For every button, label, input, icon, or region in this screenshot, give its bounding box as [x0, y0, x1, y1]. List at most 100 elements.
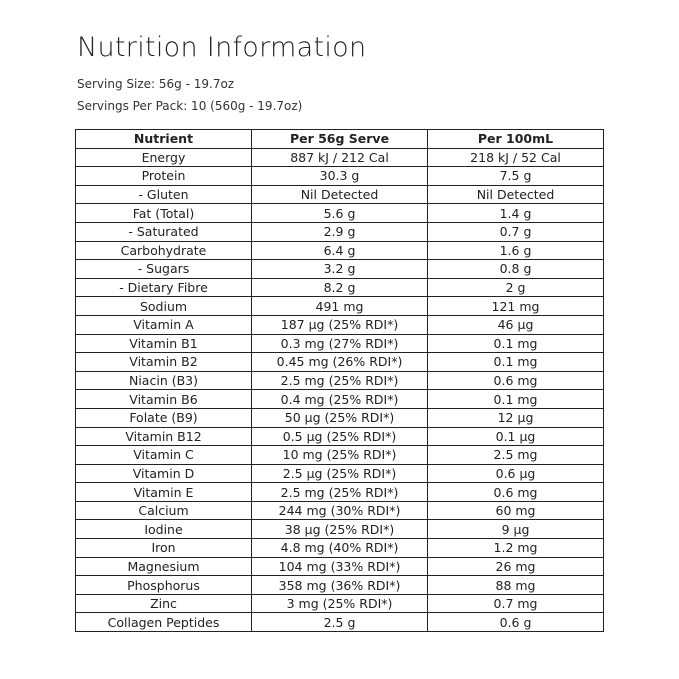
table-cell: 1.4 g — [427, 203, 604, 223]
table-row: - Saturated 2.9 g 0.7 g — [75, 221, 604, 242]
table-cell: Fat (Total) — [75, 203, 252, 223]
table-cell: 5.6 g — [251, 203, 428, 223]
table-cell: - Sugars — [75, 259, 252, 279]
table-cell: 3.2 g — [251, 259, 428, 279]
table-cell: 3 mg (25% RDI*) — [251, 593, 428, 614]
table-cell: 30.3 g — [251, 166, 428, 186]
table-cell: - Dietary Fibre — [75, 277, 252, 298]
table-cell: Iodine — [75, 519, 252, 540]
table-cell: 2.9 g — [251, 221, 428, 242]
table-cell: 0.5 µg (25% RDI*) — [251, 426, 428, 447]
table-cell: 4.8 mg (40% RDI*) — [251, 538, 428, 558]
table-cell: Protein — [75, 166, 252, 186]
table-cell: 1.2 mg — [427, 538, 604, 558]
table-cell: 1.6 g — [427, 240, 604, 261]
table-cell: Vitamin C — [75, 445, 252, 465]
table-cell: Vitamin A — [75, 314, 252, 335]
table-cell: Energy — [75, 147, 252, 168]
table-cell: Vitamin B2 — [75, 352, 252, 372]
table-row: Carbohydrate 6.4 g 1.6 g — [75, 240, 604, 261]
table-row: Iron 4.8 mg (40% RDI*) 1.2 mg — [75, 538, 604, 558]
table-cell: Nil Detected — [427, 184, 604, 205]
table-row: Niacin (B3) 2.5 mg (25% RDI*) 0.6 mg — [75, 370, 604, 391]
table-row: Collagen Peptides 2.5 g 0.6 g — [75, 612, 604, 633]
table-cell: - Gluten — [75, 184, 252, 205]
table-cell: 358 mg (36% RDI*) — [251, 575, 428, 595]
table-row: Vitamin E 2.5 mg (25% RDI*) 0.6 mg — [75, 482, 604, 502]
table-cell: 0.1 µg — [427, 426, 604, 447]
table-cell: 26 mg — [427, 556, 604, 577]
table-cell: 0.4 mg (25% RDI*) — [251, 389, 428, 409]
nutrition-table: Nutrient Per 56g Serve Per 100mL Energy 887 … — [75, 129, 604, 633]
column-header: Per 56g Serve — [251, 129, 428, 149]
table-cell: Vitamin D — [75, 463, 252, 484]
table-cell: 38 µg (25% RDI*) — [251, 519, 428, 540]
table-row: Sodium 491 mg 121 mg — [75, 296, 604, 316]
table-cell: 2.5 µg (25% RDI*) — [251, 463, 428, 484]
table-row: Vitamin A 187 µg (25% RDI*) 46 µg — [75, 314, 604, 335]
table-row: Vitamin C 10 mg (25% RDI*) 2.5 mg — [75, 445, 604, 465]
table-cell: Calcium — [75, 500, 252, 521]
table-cell: 0.1 mg — [427, 389, 604, 409]
table-cell: Vitamin B1 — [75, 333, 252, 354]
table-cell: 218 kJ / 52 Cal — [427, 147, 604, 168]
table-row: Zinc 3 mg (25% RDI*) 0.7 mg — [75, 593, 604, 614]
table-cell: 0.3 mg (27% RDI*) — [251, 333, 428, 354]
title: Nutrition Information — [77, 32, 367, 63]
table-cell: 0.8 g — [427, 259, 604, 279]
table-cell: 0.1 mg — [427, 333, 604, 354]
table-row: Vitamin B12 0.5 µg (25% RDI*) 0.1 µg — [75, 426, 604, 447]
table-row: Iodine 38 µg (25% RDI*) 9 µg — [75, 519, 604, 540]
table-row: Vitamin B1 0.3 mg (27% RDI*) 0.1 mg — [75, 333, 604, 354]
table-cell: 2.5 mg — [427, 445, 604, 465]
table-row: Vitamin B2 0.45 mg (26% RDI*) 0.1 mg — [75, 352, 604, 372]
table-cell: 0.6 mg — [427, 370, 604, 391]
table-cell: Folate (B9) — [75, 407, 252, 428]
table-cell: Iron — [75, 538, 252, 558]
table-cell: 8.2 g — [251, 277, 428, 298]
table-row: Energy 887 kJ / 212 Cal 218 kJ / 52 Cal — [75, 147, 604, 168]
table-row: - Gluten Nil Detected Nil Detected — [75, 184, 604, 205]
table-row: Phosphorus 358 mg (36% RDI*) 88 mg — [75, 575, 604, 595]
servings-per-pack: Servings Per Pack: 10 (560g - 19.7oz) — [77, 99, 303, 113]
table-row: - Sugars 3.2 g 0.8 g — [75, 259, 604, 279]
table-cell: 187 µg (25% RDI*) — [251, 314, 428, 335]
column-header: Nutrient — [75, 129, 252, 149]
table-cell: 104 mg (33% RDI*) — [251, 556, 428, 577]
table-cell: Phosphorus — [75, 575, 252, 595]
table-cell: 0.7 g — [427, 221, 604, 242]
table-cell: Sodium — [75, 296, 252, 316]
table-cell: 50 µg (25% RDI*) — [251, 407, 428, 428]
header-row: Nutrient Per 56g Serve Per 100mL — [75, 129, 604, 149]
table-cell: 7.5 g — [427, 166, 604, 186]
table-cell: 60 mg — [427, 500, 604, 521]
table-cell: 244 mg (30% RDI*) — [251, 500, 428, 521]
table-cell: 121 mg — [427, 296, 604, 316]
table-row: Vitamin D 2.5 µg (25% RDI*) 0.6 µg — [75, 463, 604, 484]
table-cell: Vitamin B12 — [75, 426, 252, 447]
table-cell: 2.5 g — [251, 612, 428, 633]
table-cell: Carbohydrate — [75, 240, 252, 261]
table-cell: 88 mg — [427, 575, 604, 595]
table-row: Vitamin B6 0.4 mg (25% RDI*) 0.1 mg — [75, 389, 604, 409]
table-cell: 2 g — [427, 277, 604, 298]
table-cell: 0.6 µg — [427, 463, 604, 484]
table-cell: 46 µg — [427, 314, 604, 335]
table-cell: 12 µg — [427, 407, 604, 428]
table-cell: 2.5 mg (25% RDI*) — [251, 482, 428, 502]
table-cell: - Saturated — [75, 221, 252, 242]
column-header: Per 100mL — [427, 129, 604, 149]
table-row: Magnesium 104 mg (33% RDI*) 26 mg — [75, 556, 604, 577]
table-cell: Zinc — [75, 593, 252, 614]
table-cell: 0.1 mg — [427, 352, 604, 372]
table-cell: Collagen Peptides — [75, 612, 252, 633]
table-cell: 491 mg — [251, 296, 428, 316]
table-cell: 2.5 mg (25% RDI*) — [251, 370, 428, 391]
table-cell: 9 µg — [427, 519, 604, 540]
table-cell: 10 mg (25% RDI*) — [251, 445, 428, 465]
table-cell: Nil Detected — [251, 184, 428, 205]
table-cell: Vitamin B6 — [75, 389, 252, 409]
table-cell: 0.6 g — [427, 612, 604, 633]
